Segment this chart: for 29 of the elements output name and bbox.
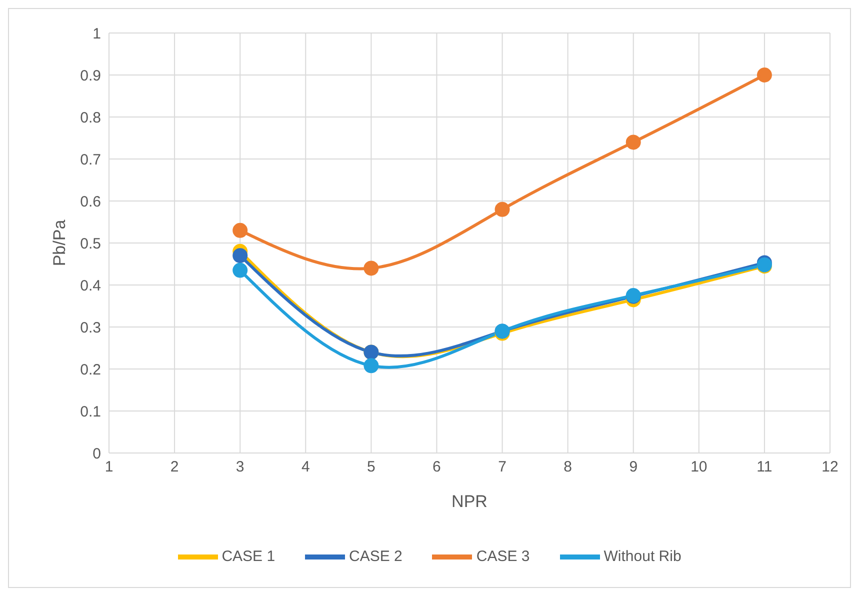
legend-label: CASE 3: [476, 548, 530, 565]
x-tick-label: 1: [104, 458, 114, 476]
y-tick-label: 0.3: [80, 319, 101, 336]
y-tick-label: 0: [92, 445, 101, 462]
x-tick-label: 4: [301, 458, 310, 476]
x-tick-label: 10: [690, 458, 708, 476]
x-tick-label: 5: [367, 458, 376, 476]
y-tick-label: 1: [92, 25, 101, 42]
y-tick-label: 0.4: [80, 277, 101, 294]
x-tick-label: 9: [629, 458, 638, 476]
x-tick-label: 11: [756, 458, 772, 476]
legend-label: CASE 1: [222, 548, 276, 565]
y-tick-label: 0.1: [80, 403, 101, 420]
y-tick-label: 0.2: [80, 361, 101, 378]
y-tick-label: 0.5: [80, 235, 101, 252]
y-tick-label: 0.7: [80, 151, 101, 168]
x-tick-label: 8: [564, 458, 572, 476]
x-tick-label: 2: [170, 458, 179, 476]
y-axis-title: Pb/Pa: [50, 219, 70, 266]
y-tick-label: 0.8: [80, 109, 101, 126]
legend-label: Without Rib: [604, 548, 682, 565]
x-tick-label: 12: [822, 458, 838, 476]
x-tick-label: 7: [498, 458, 506, 476]
x-axis-title: NPR: [452, 492, 488, 511]
x-tick-label: 3: [236, 458, 244, 476]
x-tick-label: 6: [432, 458, 441, 476]
y-tick-label: 0.6: [80, 193, 101, 210]
y-tick-label: 0.9: [80, 67, 101, 84]
legend-label: CASE 2: [349, 548, 402, 565]
